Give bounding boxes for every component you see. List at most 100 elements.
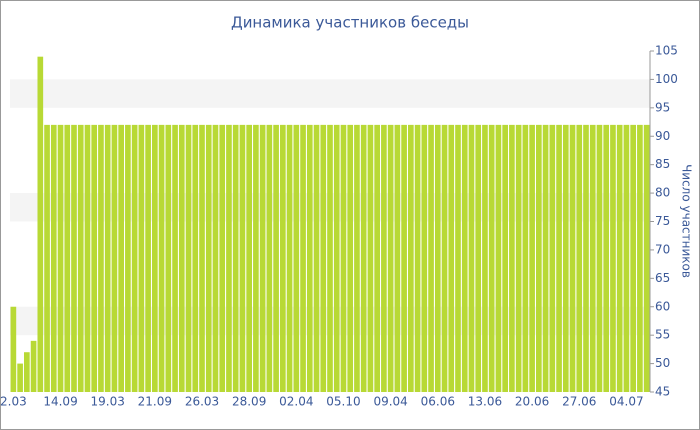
bar — [522, 124, 529, 392]
bar — [488, 124, 495, 392]
bar — [596, 124, 603, 392]
y-tick-label: 65 — [655, 271, 670, 285]
bar — [10, 306, 17, 392]
bar — [226, 124, 232, 392]
bar — [509, 124, 515, 392]
bar — [104, 124, 111, 392]
bar — [172, 124, 178, 392]
y-tick-label: 95 — [655, 100, 670, 114]
bar — [185, 124, 192, 392]
bar — [333, 124, 340, 392]
x-tick-label: 21.09 — [138, 395, 172, 409]
bar — [643, 124, 650, 392]
bar — [381, 124, 387, 392]
bar — [300, 124, 306, 392]
y-tick-label: 90 — [655, 129, 670, 143]
bar — [30, 340, 37, 392]
bar — [637, 124, 643, 392]
bar — [583, 124, 589, 392]
grid-band — [10, 79, 650, 108]
bar — [178, 124, 185, 392]
bar — [529, 124, 535, 392]
bar — [495, 124, 502, 392]
bar — [623, 124, 630, 392]
bar — [138, 124, 145, 392]
bar — [414, 124, 421, 392]
y-tick-label: 75 — [655, 214, 670, 228]
bar — [320, 124, 327, 392]
bar — [461, 124, 468, 392]
x-tick-label: 02.04 — [279, 395, 313, 409]
bar — [266, 124, 273, 392]
bar — [205, 124, 212, 392]
y-tick-label: 100 — [655, 72, 678, 86]
bar — [219, 124, 226, 392]
y-tick-label: 55 — [655, 328, 670, 342]
bar — [428, 124, 434, 392]
y-tick-label: 70 — [655, 242, 670, 256]
bar — [354, 124, 360, 392]
bar — [152, 124, 158, 392]
bar — [50, 124, 57, 392]
bar — [145, 124, 151, 392]
bar — [448, 124, 455, 392]
bar — [293, 124, 300, 392]
bar — [246, 124, 252, 392]
y-tick-label: 80 — [655, 186, 670, 200]
bar — [125, 124, 131, 392]
bar — [630, 124, 636, 392]
bar — [212, 124, 219, 392]
bar — [44, 124, 50, 392]
bar — [401, 124, 407, 392]
x-tick-label: 26.03 — [185, 395, 219, 409]
bar — [192, 124, 199, 392]
x-tick-label: 20.06 — [515, 395, 549, 409]
bar — [24, 352, 30, 392]
bar — [327, 124, 333, 392]
bar — [165, 124, 172, 392]
bar — [441, 124, 448, 392]
x-tick-label: 28.09 — [232, 395, 266, 409]
bar — [589, 124, 596, 392]
x-tick-label: 19.03 — [91, 395, 125, 409]
bar — [482, 124, 488, 392]
bar — [421, 124, 428, 392]
x-tick-label: 27.06 — [562, 395, 596, 409]
bar — [542, 124, 549, 392]
y-tick-label: 85 — [655, 157, 670, 171]
bar — [286, 124, 293, 392]
bar — [569, 124, 576, 392]
bar — [394, 124, 401, 392]
bar — [610, 124, 616, 392]
bar — [280, 124, 286, 392]
bar — [576, 124, 583, 392]
bar — [549, 124, 556, 392]
bar — [347, 124, 354, 392]
bar — [562, 124, 569, 392]
x-tick-label: 04.07 — [609, 395, 643, 409]
bar — [468, 124, 475, 392]
bar — [111, 124, 118, 392]
y-tick-label: 50 — [655, 356, 670, 370]
bar — [37, 56, 44, 392]
bar — [239, 124, 246, 392]
bar — [387, 124, 394, 392]
bar — [616, 124, 623, 392]
bar — [502, 124, 508, 392]
bar — [475, 124, 482, 392]
bar — [84, 124, 91, 392]
bar — [556, 124, 562, 392]
bar — [306, 124, 313, 392]
bar — [91, 124, 98, 392]
y-tick-label: 45 — [655, 385, 670, 399]
chart-title: Динамика участников беседы — [231, 14, 469, 32]
bar — [17, 363, 23, 392]
y-tick-label: 105 — [655, 44, 678, 58]
bar — [64, 124, 71, 392]
x-tick-label: 06.06 — [421, 395, 455, 409]
bar — [455, 124, 461, 392]
x-tick-label: 13.06 — [468, 395, 502, 409]
bar — [408, 124, 414, 392]
bar — [232, 124, 239, 392]
bar — [434, 124, 441, 392]
